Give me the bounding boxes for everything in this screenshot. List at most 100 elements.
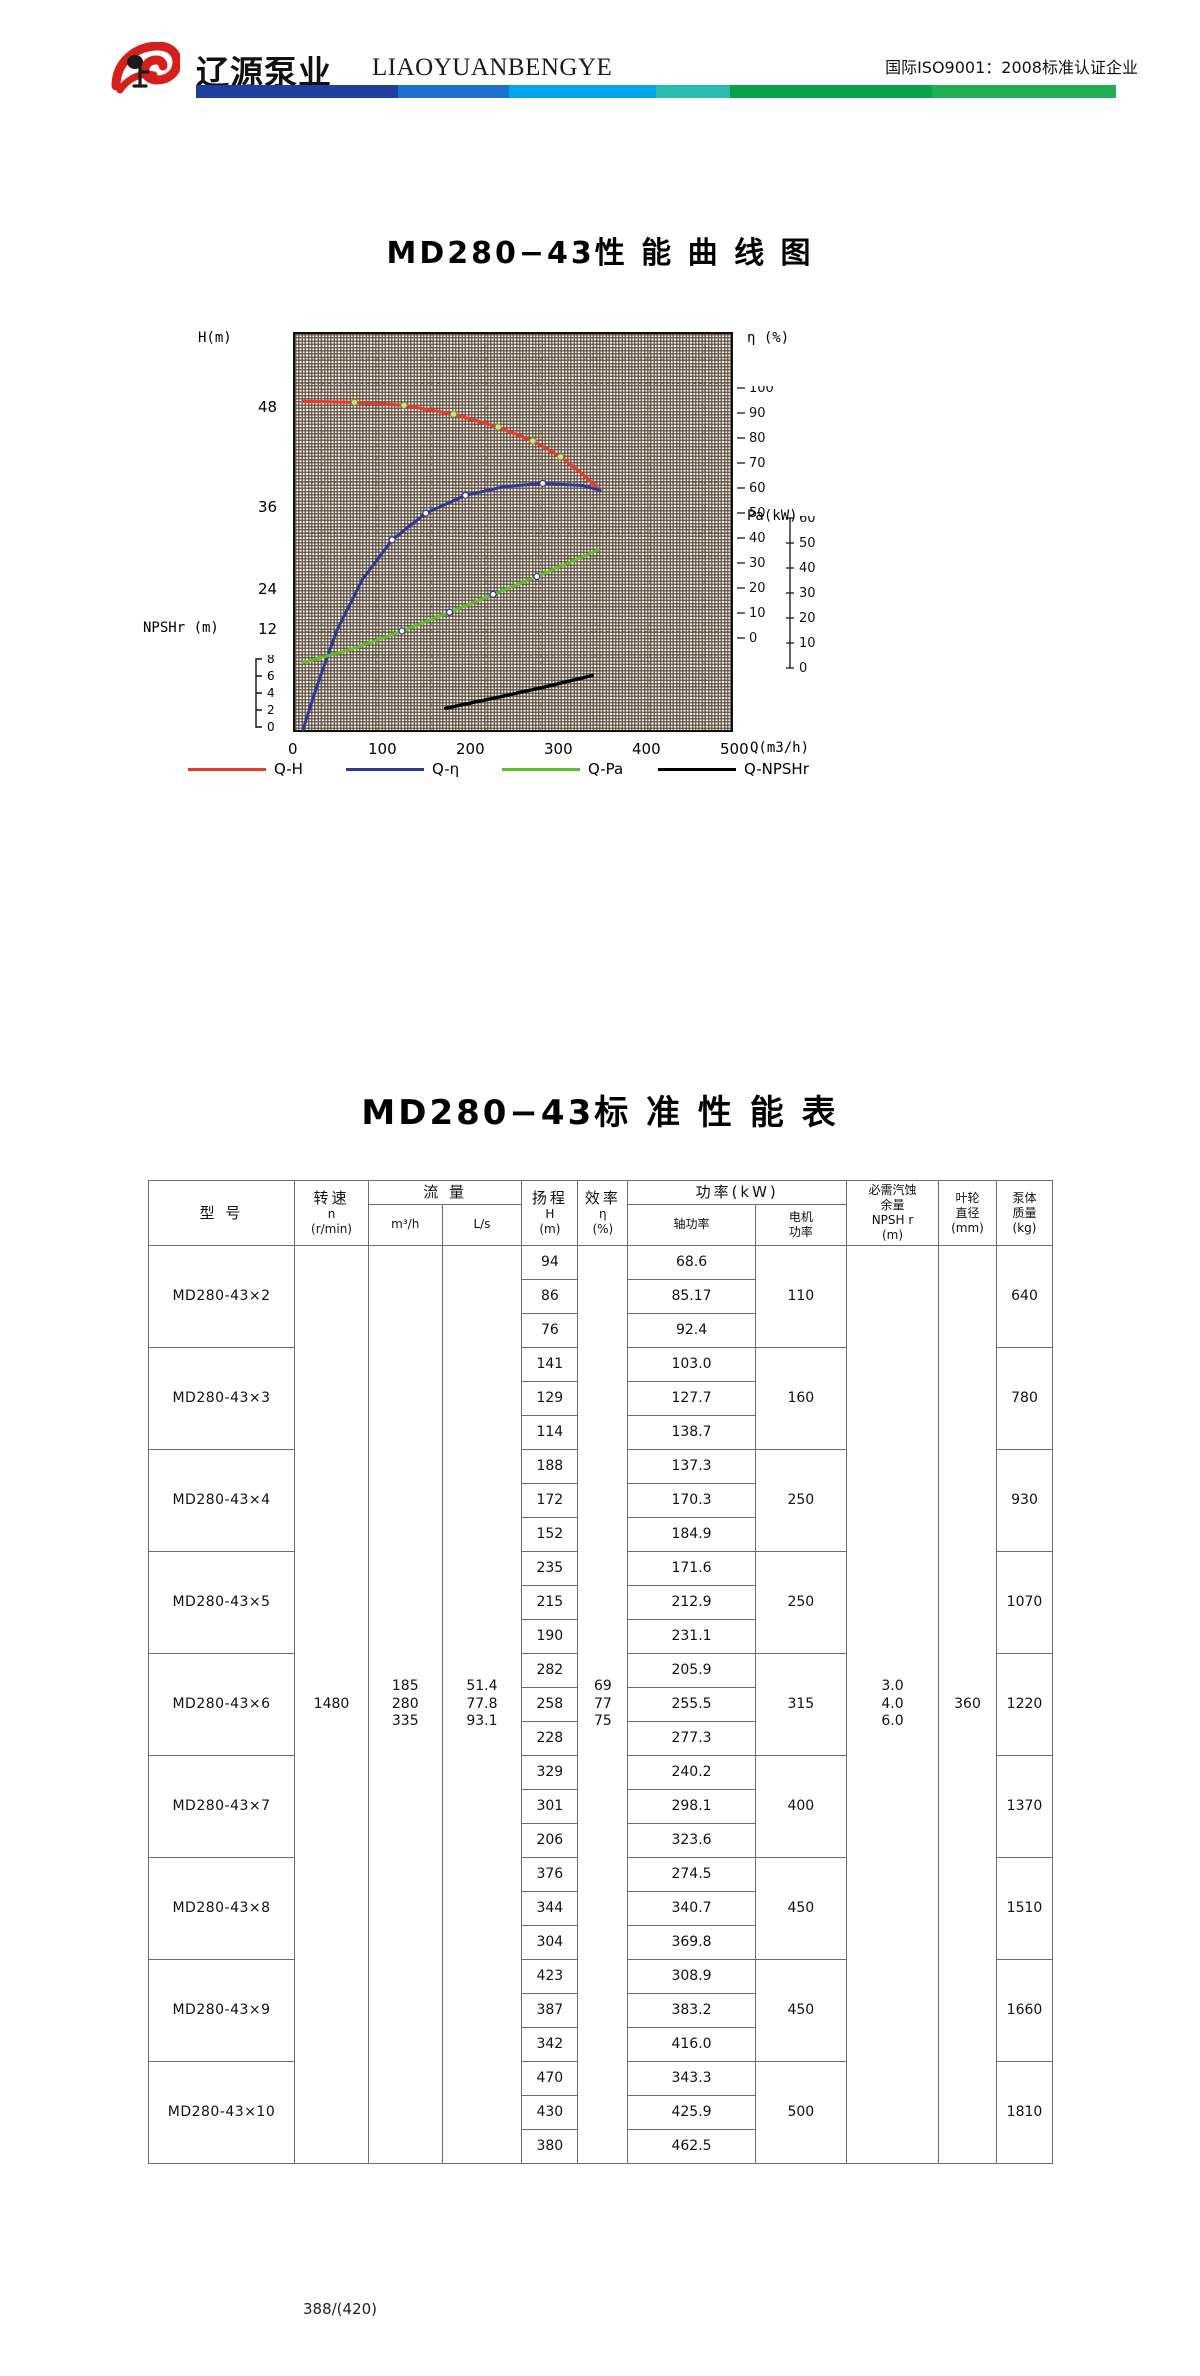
cell-head-7-1: 387 (521, 1993, 579, 2028)
right-axis-pa-ticks: 60 50 40 30 20 10 0 (782, 511, 832, 751)
cell-head-2-2: 152 (521, 1517, 579, 1552)
cell-shaft-8-1: 425.9 (627, 2095, 756, 2130)
xtick-500: 500 (720, 740, 749, 758)
cell-shaft-2-2: 184.9 (627, 1517, 756, 1552)
iso-certification-text: 国际ISO9001：2008标准认证企业 (885, 58, 1138, 77)
cell-shaft-1-2: 138.7 (627, 1415, 756, 1450)
table-row: 228 277.3 (149, 1721, 1053, 1756)
table-row: 342 416.0 (149, 2027, 1053, 2062)
th-mass-cn-2: 质量 (1012, 1205, 1037, 1220)
cell-mass-6: 1510 (996, 1857, 1053, 1960)
npsh-3: 6.0 (881, 1713, 904, 1730)
ytick-h-36: 36 (258, 498, 278, 516)
svg-text:2: 2 (267, 703, 275, 717)
table-row: 86 85.17 (149, 1279, 1053, 1314)
svg-text:0: 0 (267, 720, 275, 734)
cell-shaft-5-0: 240.2 (627, 1755, 756, 1790)
table-row: 258 255.5 (149, 1687, 1053, 1722)
cell-head-8-0: 470 (521, 2061, 579, 2096)
cell-head-7-2: 342 (521, 2027, 579, 2062)
cell-motor-2: 250 (754, 1449, 848, 1552)
table-header: 型 号 转速 n (r/min) 流 量 扬程 H (m) 效率 η (%) 功… (148, 1180, 1053, 1247)
liaoyuan-pump-logo-icon (110, 41, 182, 94)
cell-mass-7: 1660 (996, 1959, 1053, 2062)
cell-shaft-3-0: 171.6 (627, 1551, 756, 1586)
th-mass: 泵体 质量 (kg) (996, 1180, 1053, 1246)
svg-text:20: 20 (749, 581, 766, 596)
cell-head-0-1: 86 (521, 1279, 579, 1314)
standard-performance-table: 型 号 转速 n (r/min) 流 量 扬程 H (m) 效率 η (%) 功… (148, 1180, 1053, 2164)
cell-head-5-2: 206 (521, 1823, 579, 1858)
cell-flow-m3h: 185 280 335 (368, 1245, 443, 2164)
cell-speed: 1480 (294, 1245, 369, 2164)
cell-head-4-1: 258 (521, 1687, 579, 1722)
cell-head-3-0: 235 (521, 1551, 579, 1586)
legend-label-q-h: Q-H (274, 760, 303, 778)
cell-shaft-7-0: 308.9 (627, 1959, 756, 1994)
flow-ls-2: 77.8 (466, 1695, 498, 1712)
curve-q-npshr (443, 673, 594, 710)
axis-label-flow: Q(m3/h) (750, 740, 810, 756)
cell-npsh: 3.0 4.0 6.0 (846, 1245, 939, 2164)
th-flow: 流 量 (367, 1180, 523, 1205)
svg-text:30: 30 (749, 556, 766, 571)
eff-1: 69 (593, 1678, 612, 1695)
cell-head-0-0: 94 (521, 1245, 579, 1280)
xtick-300: 300 (544, 740, 573, 758)
th-impeller-cn-2: 直径 (955, 1205, 980, 1220)
cell-flow-ls: 51.4 77.8 93.1 (441, 1245, 523, 2164)
curve-q-pa-markers (398, 572, 541, 635)
curve-q-eta-markers (388, 479, 547, 544)
spec-table-wrapper: 型 号 转速 n (r/min) 流 量 扬程 H (m) 效率 η (%) 功… (148, 1180, 1053, 2164)
cell-shaft-5-2: 323.6 (627, 1823, 756, 1858)
xtick-200: 200 (456, 740, 485, 758)
flow-m3h-3: 335 (391, 1713, 419, 1730)
performance-curve-chart: H(m) NPSHr (m) 48 36 24 12 8 6 4 2 0 (143, 320, 1050, 758)
cell-model-6: MD280-43×8 (148, 1857, 295, 1960)
cell-model-5: MD280-43×7 (148, 1755, 295, 1858)
cell-shaft-8-0: 343.3 (627, 2061, 756, 2096)
th-npsh-cn-1: 必需汽蚀 (868, 1183, 917, 1197)
th-npsh-symbol: NPSH r (871, 1213, 914, 1227)
cell-shaft-0-0: 68.6 (627, 1245, 756, 1280)
cell-shaft-0-1: 85.17 (627, 1279, 756, 1314)
eff-2: 77 (593, 1695, 612, 1712)
svg-text:70: 70 (749, 456, 766, 471)
page-footer: 388/(420) (0, 2300, 1200, 2318)
table-row: 344 340.7 (149, 1891, 1053, 1926)
cell-shaft-6-2: 369.8 (627, 1925, 756, 1960)
th-power-motor: 电机 功率 (754, 1203, 848, 1247)
svg-text:60: 60 (799, 516, 816, 526)
svg-text:90: 90 (749, 406, 766, 421)
plot-area (293, 332, 733, 732)
curve-q-pa (301, 548, 600, 665)
cell-eff: 69 77 75 (577, 1245, 629, 2164)
table-row: MD280-43×3 141 103.0 160 780 (148, 1347, 1053, 1450)
th-eff-unit: (%) (592, 1222, 614, 1237)
cell-head-0-2: 76 (521, 1313, 579, 1348)
svg-text:80: 80 (749, 431, 766, 446)
th-power-motor-2: 功率 (788, 1224, 813, 1239)
table-row: 172 170.3 (149, 1483, 1053, 1518)
cell-head-1-1: 129 (521, 1381, 579, 1416)
cell-shaft-2-0: 137.3 (627, 1449, 756, 1484)
table-row: 76 92.4 (149, 1313, 1053, 1348)
npsh-2: 4.0 (881, 1695, 904, 1712)
legend-swatch-q-h (188, 767, 266, 771)
cell-head-6-2: 304 (521, 1925, 579, 1960)
table-row: MD280-43×2 1480 185 280 335 51.4 77.8 93… (148, 1245, 1053, 2164)
cell-shaft-3-2: 231.1 (627, 1619, 756, 1654)
legend-label-q-eta: Q-η (432, 760, 460, 778)
table-row: 380 462.5 (149, 2129, 1053, 2164)
cell-head-8-1: 430 (521, 2095, 579, 2130)
table-row: MD280-43×4 188 137.3 250 930 (148, 1449, 1053, 1552)
svg-text:6: 6 (267, 669, 275, 683)
th-mass-unit: (kg) (1012, 1220, 1037, 1235)
table-row: 152 184.9 (149, 1517, 1053, 1552)
th-power: 功率(kW) (627, 1180, 847, 1205)
cell-shaft-6-1: 340.7 (627, 1891, 756, 1926)
cell-motor-1: 160 (754, 1347, 848, 1450)
xtick-400: 400 (632, 740, 661, 758)
cell-shaft-1-0: 103.0 (627, 1347, 756, 1382)
cell-head-2-0: 188 (521, 1449, 579, 1484)
